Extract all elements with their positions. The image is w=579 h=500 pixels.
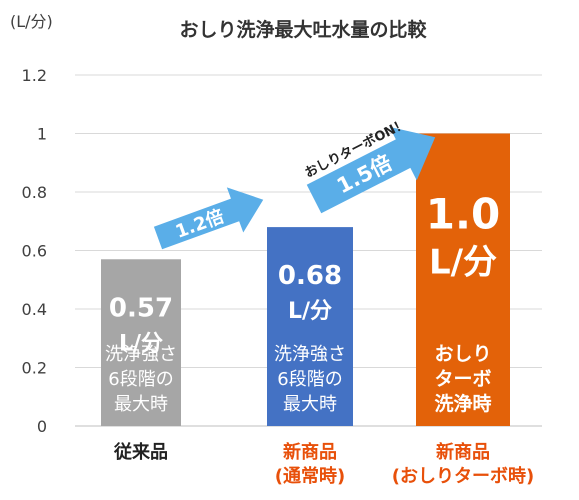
y-tick-label: 0 xyxy=(37,417,47,436)
bar-note: 6段階の xyxy=(277,369,342,390)
y-tick-label: 1.2 xyxy=(22,66,47,85)
x-tick-label: 新商品 xyxy=(283,441,337,463)
bar xyxy=(267,227,353,426)
bar xyxy=(416,133,510,426)
bar-note: 洗浄強さ xyxy=(105,344,177,365)
bar-note: 洗浄時 xyxy=(434,392,491,415)
y-tick-label: 0.6 xyxy=(22,242,47,261)
bar-note: ターボ xyxy=(434,368,491,390)
x-tick-label: (通常時) xyxy=(275,465,345,487)
bar-value-unit: L/分 xyxy=(119,331,163,356)
bar-note: 洗浄強さ xyxy=(274,344,346,365)
bar-value-label: 0.57 xyxy=(109,293,173,323)
y-axis-ticks: 0 0.2 0.4 0.6 0.8 1 1.2 xyxy=(22,66,47,436)
arrow-shape xyxy=(306,126,436,214)
bar-note: 最大時 xyxy=(114,394,168,415)
bar-value-label: 0.68 xyxy=(278,261,342,291)
bar-value-unit: L/分 xyxy=(429,243,497,283)
y-tick-label: 0.4 xyxy=(22,300,47,319)
bar-value-unit: L/分 xyxy=(288,299,332,324)
bar-value-label: 1.0 xyxy=(426,190,500,239)
x-tick-label: 新商品 xyxy=(436,441,490,463)
y-axis-label: (L/分) xyxy=(10,12,53,31)
y-tick-label: 0.2 xyxy=(22,359,47,378)
bar xyxy=(101,259,181,426)
y-tick-label: 0.8 xyxy=(22,183,47,202)
bar-note: 最大時 xyxy=(283,394,337,415)
y-tick-label: 1 xyxy=(37,125,47,144)
growth-arrow-1: 1.2倍 xyxy=(153,187,264,250)
bar-note: おしり xyxy=(434,343,491,365)
bars: 0.57L/分洗浄強さ6段階の最大時0.68L/分洗浄強さ6段階の最大時1.0L… xyxy=(101,133,510,426)
x-tick-label: (おしりターボ時) xyxy=(392,466,534,487)
x-tick-label: 従来品 xyxy=(113,441,168,463)
arrow-shape xyxy=(153,187,264,250)
x-axis-labels: 従来品 新商品(通常時)新商品(おしりターボ時) xyxy=(113,441,534,487)
bar-note: 6段階の xyxy=(108,369,173,390)
chart-title: おしり洗浄最大吐水量の比較 xyxy=(179,18,427,41)
